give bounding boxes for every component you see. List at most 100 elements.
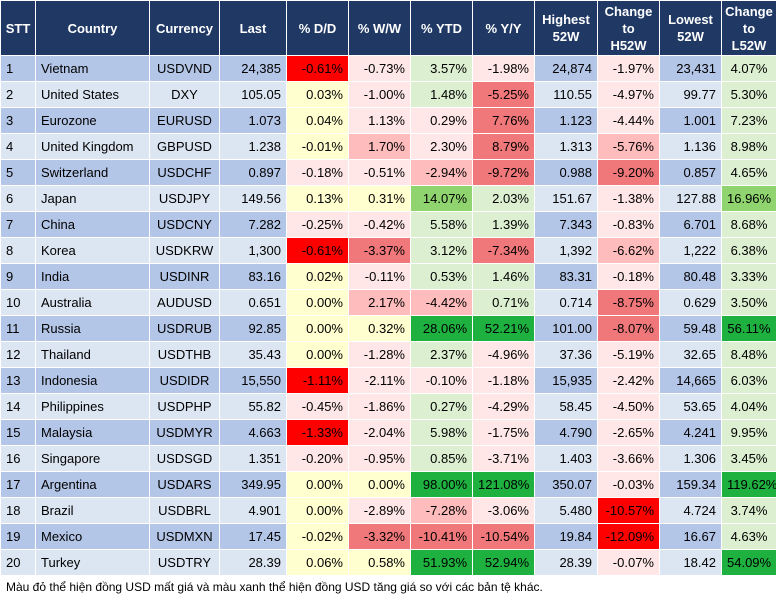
- cell-chh52: -10.57%: [597, 497, 660, 524]
- cell-high52: 19.84: [534, 523, 598, 550]
- cell-dd: 0.06%: [286, 549, 349, 576]
- cell-currency: USDCNY: [149, 211, 220, 238]
- cell-chl52: 56.11%: [721, 315, 777, 342]
- header-chh52-line1: Change: [604, 3, 653, 19]
- cell-yy: -7.34%: [472, 237, 535, 264]
- cell-ww: 1.70%: [348, 133, 411, 160]
- cell-country: Russia: [35, 315, 150, 342]
- table-row: 10 Australia AUDUSD 0.651 0.00% 2.17% -4…: [0, 289, 777, 316]
- cell-yy: -3.06%: [472, 497, 535, 524]
- cell-last: 0.897: [219, 159, 287, 186]
- cell-chh52: -0.18%: [597, 263, 660, 290]
- cell-high52: 28.39: [534, 549, 598, 576]
- cell-ww: 0.31%: [348, 185, 411, 212]
- cell-high52: 1,392: [534, 237, 598, 264]
- cell-last: 83.16: [219, 263, 287, 290]
- cell-ww: 1.13%: [348, 107, 411, 134]
- header-ytd: % YTD: [410, 0, 473, 56]
- header-chh52-line3: H52W: [610, 37, 647, 53]
- cell-dd: -0.02%: [286, 523, 349, 550]
- cell-country: Vietnam: [35, 55, 150, 82]
- cell-country: Eurozone: [35, 107, 150, 134]
- cell-last: 149.56: [219, 185, 287, 212]
- cell-high52: 101.00: [534, 315, 598, 342]
- cell-yy: 2.03%: [472, 185, 535, 212]
- cell-low52: 59.48: [659, 315, 722, 342]
- cell-country: Philippines: [35, 393, 150, 420]
- cell-ytd: 5.58%: [410, 211, 473, 238]
- cell-last: 15,550: [219, 367, 287, 394]
- cell-country: India: [35, 263, 150, 290]
- cell-ytd: -0.10%: [410, 367, 473, 394]
- cell-high52: 83.31: [534, 263, 598, 290]
- cell-dd: 0.00%: [286, 315, 349, 342]
- header-high52-line1: Highest: [542, 12, 590, 27]
- cell-ytd: 0.27%: [410, 393, 473, 420]
- cell-currency: USDSGD: [149, 445, 220, 472]
- cell-yy: 52.94%: [472, 549, 535, 576]
- table-row: 20 Turkey USDTRY 28.39 0.06% 0.58% 51.93…: [0, 549, 777, 576]
- table-row: 18 Brazil USDBRL 4.901 0.00% -2.89% -7.2…: [0, 497, 777, 524]
- cell-chl52: 3.33%: [721, 263, 777, 290]
- cell-stt: 6: [0, 185, 36, 212]
- cell-dd: -0.18%: [286, 159, 349, 186]
- cell-chh52: -8.07%: [597, 315, 660, 342]
- cell-yy: -4.96%: [472, 341, 535, 368]
- cell-low52: 4.241: [659, 419, 722, 446]
- cell-ytd: 0.85%: [410, 445, 473, 472]
- cell-yy: 0.71%: [472, 289, 535, 316]
- cell-currency: USDCHF: [149, 159, 220, 186]
- cell-low52: 32.65: [659, 341, 722, 368]
- cell-ww: -0.73%: [348, 55, 411, 82]
- cell-chh52: -12.09%: [597, 523, 660, 550]
- cell-last: 105.05: [219, 81, 287, 108]
- cell-ww: -3.32%: [348, 523, 411, 550]
- header-chl52-line1: Change: [725, 3, 773, 19]
- cell-stt: 10: [0, 289, 36, 316]
- cell-low52: 18.42: [659, 549, 722, 576]
- cell-country: Switzerland: [35, 159, 150, 186]
- cell-currency: EURUSD: [149, 107, 220, 134]
- cell-yy: -3.71%: [472, 445, 535, 472]
- cell-last: 4.901: [219, 497, 287, 524]
- cell-chh52: -2.42%: [597, 367, 660, 394]
- cell-stt: 12: [0, 341, 36, 368]
- header-ww: % W/W: [348, 0, 411, 56]
- cell-low52: 1.306: [659, 445, 722, 472]
- cell-low52: 1.136: [659, 133, 722, 160]
- cell-stt: 16: [0, 445, 36, 472]
- header-dd: % D/D: [286, 0, 349, 56]
- cell-dd: -0.61%: [286, 55, 349, 82]
- cell-chl52: 8.68%: [721, 211, 777, 238]
- cell-low52: 0.857: [659, 159, 722, 186]
- table-header: STT Country Currency Last % D/D % W/W % …: [0, 0, 777, 56]
- cell-last: 1,300: [219, 237, 287, 264]
- header-chl52-line2: to: [742, 20, 756, 36]
- cell-currency: GBPUSD: [149, 133, 220, 160]
- cell-currency: USDBRL: [149, 497, 220, 524]
- cell-ww: -1.00%: [348, 81, 411, 108]
- cell-country: Mexico: [35, 523, 150, 550]
- cell-currency: USDVND: [149, 55, 220, 82]
- table-row: 1 Vietnam USDVND 24,385 -0.61% -0.73% 3.…: [0, 55, 777, 82]
- cell-dd: 0.00%: [286, 289, 349, 316]
- cell-currency: USDTRY: [149, 549, 220, 576]
- cell-ww: -0.51%: [348, 159, 411, 186]
- cell-currency: USDINR: [149, 263, 220, 290]
- cell-stt: 4: [0, 133, 36, 160]
- cell-ww: -0.95%: [348, 445, 411, 472]
- cell-chl52: 8.48%: [721, 341, 777, 368]
- cell-stt: 20: [0, 549, 36, 576]
- cell-dd: 0.00%: [286, 471, 349, 498]
- cell-stt: 1: [0, 55, 36, 82]
- cell-high52: 7.343: [534, 211, 598, 238]
- cell-chl52: 6.38%: [721, 237, 777, 264]
- cell-ytd: 0.29%: [410, 107, 473, 134]
- cell-chl52: 3.50%: [721, 289, 777, 316]
- cell-currency: USDJPY: [149, 185, 220, 212]
- cell-ww: -2.11%: [348, 367, 411, 394]
- cell-currency: USDMXN: [149, 523, 220, 550]
- cell-dd: 0.13%: [286, 185, 349, 212]
- cell-stt: 19: [0, 523, 36, 550]
